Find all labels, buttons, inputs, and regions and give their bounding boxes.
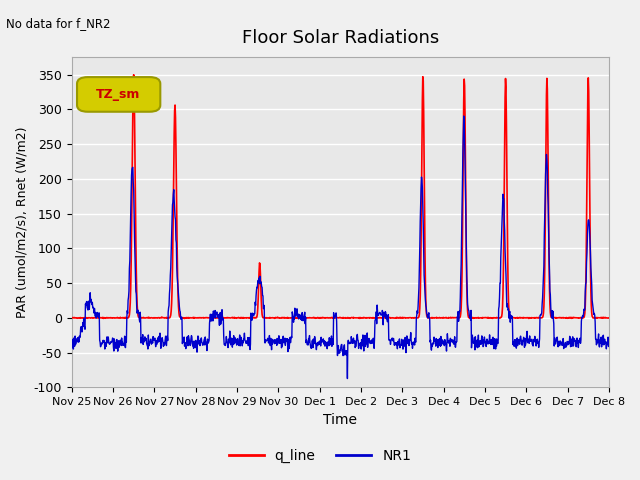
NR1 <box>530 336 538 342</box>
q_line <box>516 314 524 320</box>
Y-axis label: PAR (umol/m2/s), Rnet (W/m2): PAR (umol/m2/s), Rnet (W/m2) <box>15 127 28 318</box>
q_line <box>530 315 538 321</box>
Text: TZ_sm: TZ_sm <box>96 88 141 101</box>
q_line <box>130 72 138 78</box>
NR1 <box>344 376 351 382</box>
q_line <box>605 315 612 321</box>
q_line <box>419 97 426 103</box>
FancyBboxPatch shape <box>77 77 160 112</box>
q_line <box>570 315 578 321</box>
NR1 <box>365 336 372 341</box>
NR1 <box>460 113 468 119</box>
NR1 <box>281 335 289 341</box>
q_line <box>68 315 76 321</box>
q_line <box>282 315 290 321</box>
Text: No data for f_NR2: No data for f_NR2 <box>6 17 111 30</box>
Line: NR1: NR1 <box>72 116 609 379</box>
q_line <box>180 316 188 322</box>
Line: q_line: q_line <box>72 75 609 319</box>
NR1 <box>570 336 578 341</box>
NR1 <box>605 336 612 342</box>
Title: Floor Solar Radiations: Floor Solar Radiations <box>242 29 439 48</box>
Legend: q_line, NR1: q_line, NR1 <box>223 443 417 468</box>
NR1 <box>418 178 426 184</box>
NR1 <box>516 341 524 347</box>
X-axis label: Time: Time <box>323 413 357 427</box>
NR1 <box>68 338 76 344</box>
q_line <box>365 315 373 321</box>
